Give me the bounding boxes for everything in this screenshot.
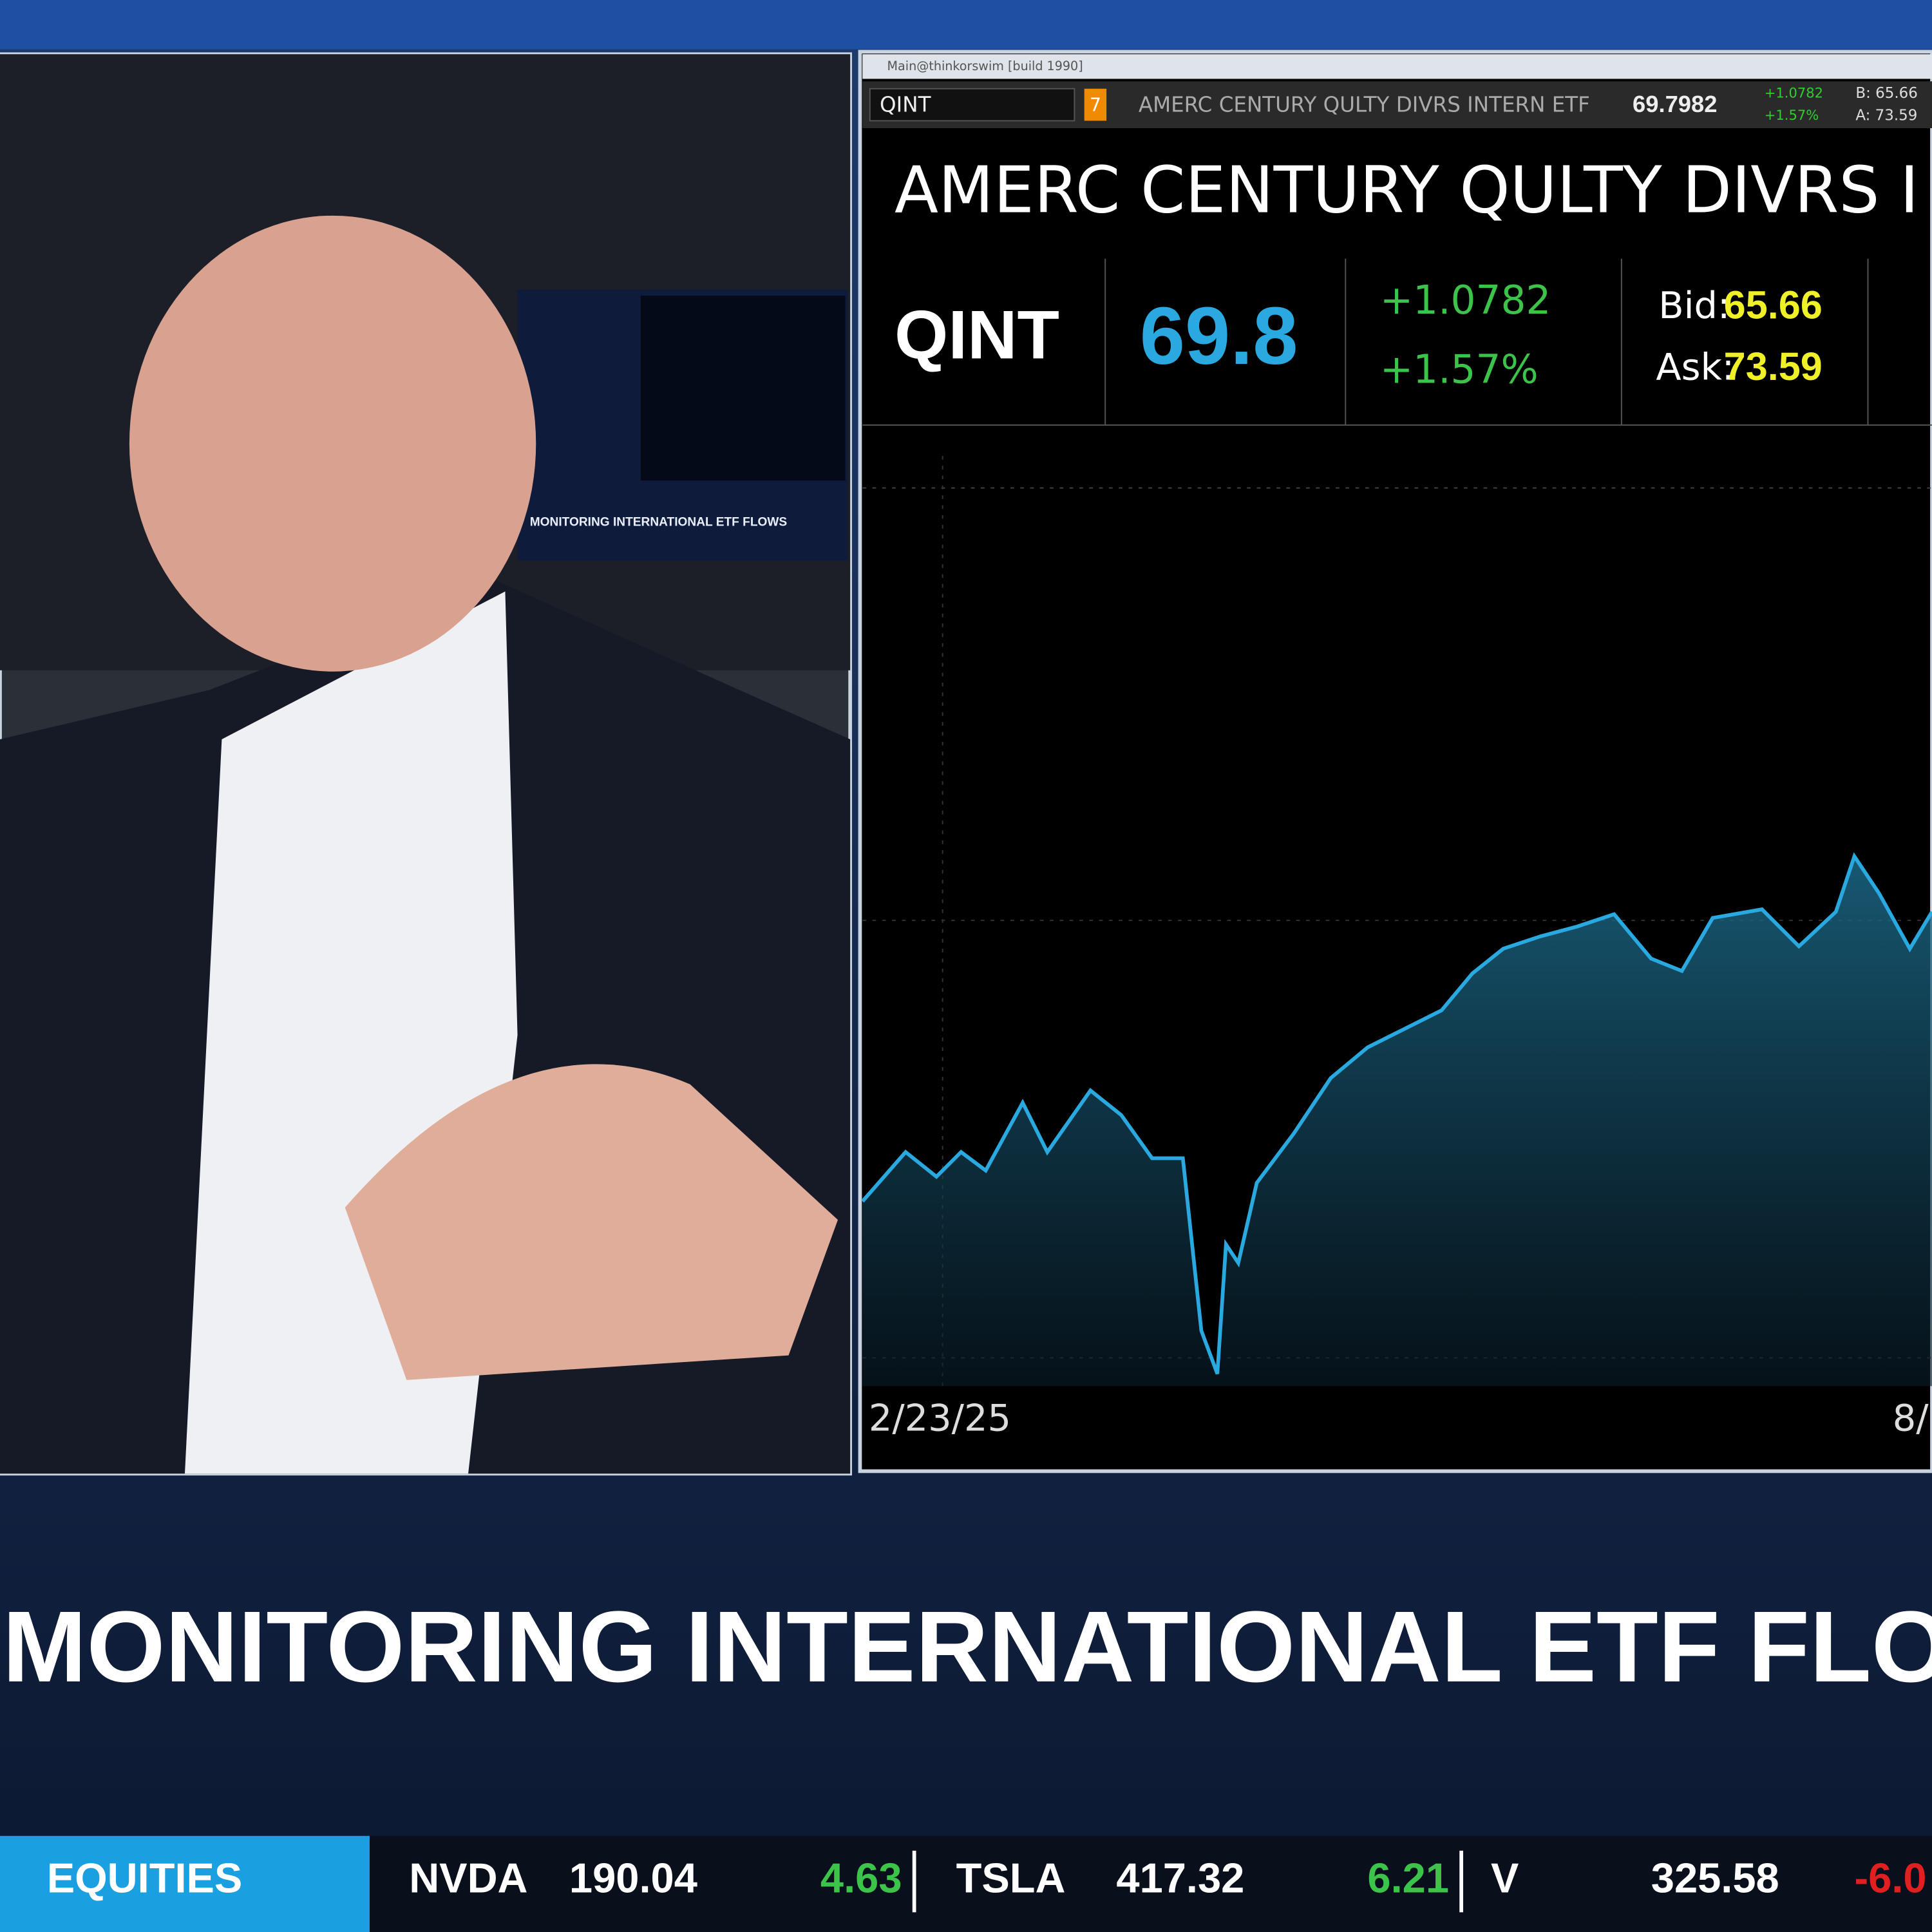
change: +1.0782: [1380, 278, 1551, 323]
ticker-change: -6.0: [1854, 1855, 1926, 1902]
qb-badge: 7: [1090, 94, 1101, 116]
qb-symbol: QINT: [880, 93, 931, 117]
percent: +1.57%: [1380, 346, 1539, 392]
qb-last: 69.7982: [1633, 91, 1717, 117]
qb-percent: +1.57%: [1765, 107, 1819, 123]
qb-change: +1.0782: [1765, 84, 1823, 100]
ticker-symbol: V: [1491, 1855, 1519, 1902]
ticker-price: 325.58: [1651, 1855, 1779, 1902]
security-name: AMERC CENTURY QULTY DIVRS I: [895, 154, 1918, 228]
video-panel: MONITORING INTERNATIONAL ETF FLOWS: [0, 52, 853, 1476]
ticker-price: 190.04: [569, 1855, 697, 1902]
bid-label: Bid:: [1658, 284, 1730, 327]
trading-window: Main@thinkorswim [build 1990] QINT 7 AME…: [858, 50, 1932, 1473]
ask-label: Ask:: [1656, 346, 1734, 389]
x-label: 8/: [1893, 1397, 1929, 1440]
headline: MONITORING INTERNATIONAL ETF FLO: [3, 1591, 1932, 1703]
symbol: QINT: [895, 296, 1059, 373]
top-band: [0, 0, 1932, 50]
window-title: Main@thinkorswim [build 1990]: [887, 59, 1083, 73]
ticker-items: NVDA 190.04 4.63 TSLA 417.32 6.21 V 325.58 -6.0: [409, 1850, 1927, 1913]
ticker-section-bg: [0, 1835, 370, 1932]
price-area: [862, 856, 1932, 1387]
ticker-section: EQUITIES: [47, 1855, 243, 1902]
ticker-change: 4.63: [820, 1855, 902, 1902]
ticker-symbol: TSLA: [956, 1855, 1066, 1902]
bid: 65.66: [1724, 283, 1823, 327]
ticker-symbol: NVDA: [409, 1855, 527, 1902]
qb-ask: A: 73.59: [1855, 107, 1917, 124]
qb-bid: B: 65.66: [1855, 85, 1917, 102]
ticker-change: 6.21: [1367, 1855, 1449, 1902]
inset-caption: MONITORING INTERNATIONAL ETF FLOWS: [530, 515, 788, 529]
qb-description: AMERC CENTURY QULTY DIVRS INTERN ETF: [1139, 93, 1590, 117]
ticker-price: 417.32: [1116, 1855, 1244, 1902]
price: 69.8: [1140, 290, 1298, 381]
x-label: 2/23/25: [869, 1397, 1011, 1440]
ask: 73.59: [1724, 345, 1823, 388]
price-line: [861, 852, 1932, 1375]
